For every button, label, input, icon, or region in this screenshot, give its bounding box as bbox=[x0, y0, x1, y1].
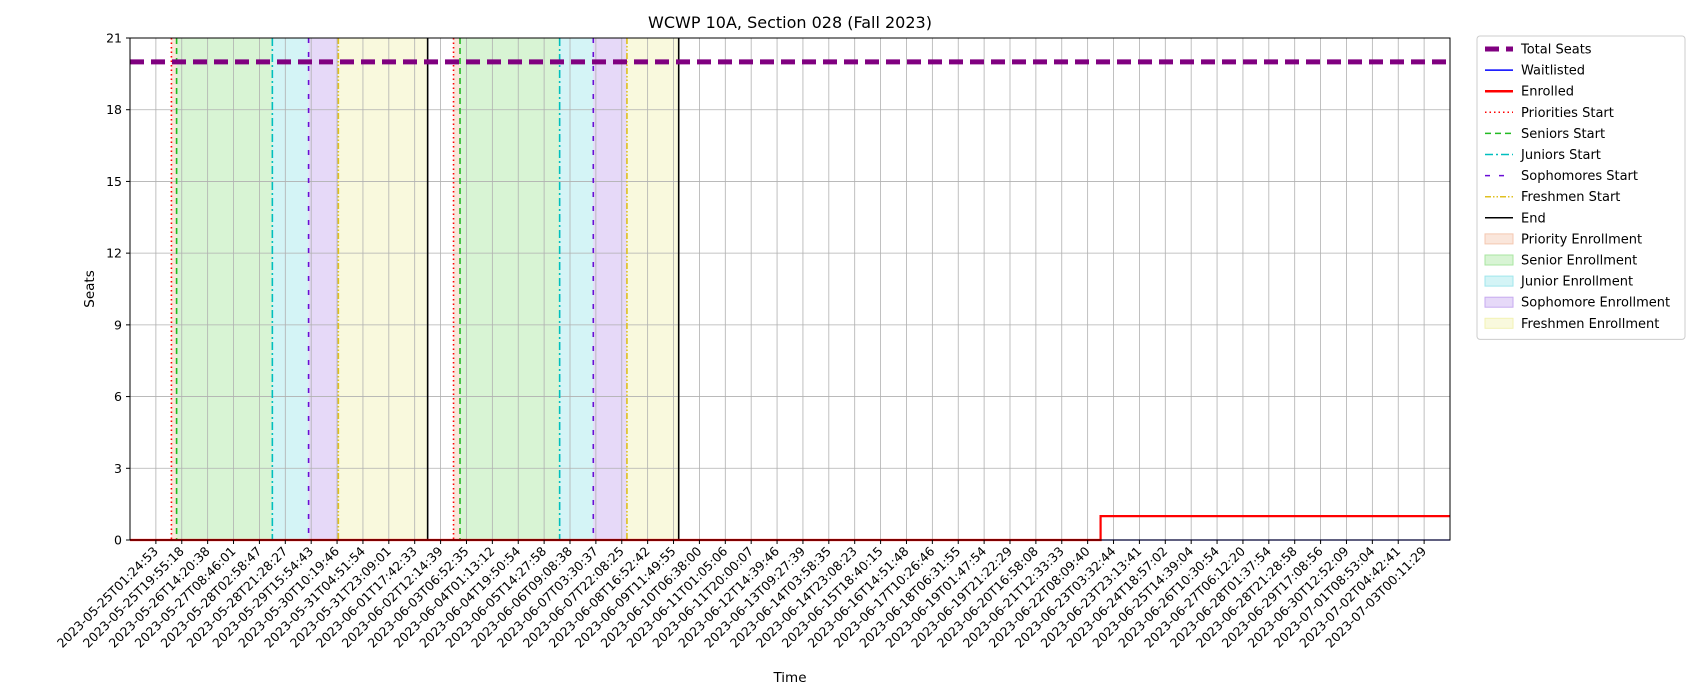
y-tick-label: 3 bbox=[114, 461, 122, 476]
legend-swatch-sophomore-enrollment bbox=[1484, 296, 1514, 308]
band-priority-enrollment-0 bbox=[171, 38, 177, 540]
legend-label-junior-enrollment: Junior Enrollment bbox=[1520, 275, 1633, 290]
y-tick-label: 21 bbox=[106, 31, 122, 46]
legend-label-enrolled: Enrolled bbox=[1521, 85, 1574, 100]
legend-label-total-seats: Total Seats bbox=[1520, 43, 1592, 58]
y-tick-label: 15 bbox=[106, 174, 122, 189]
y-tick-label: 18 bbox=[106, 102, 122, 117]
y-axis-label: Seats bbox=[82, 270, 98, 307]
band-sophomore-enrollment-1 bbox=[593, 38, 627, 540]
legend: Total Seats Waitlisted Enrolled Priorities … bbox=[1476, 35, 1686, 340]
band-senior-enrollment-0 bbox=[176, 38, 273, 540]
event-lines bbox=[170, 38, 680, 540]
chart-title: WCWP 10A, Section 028 (Fall 2023) bbox=[648, 13, 932, 32]
band-junior-enrollment-1 bbox=[559, 38, 594, 540]
legend-label-senior-enrollment: Senior Enrollment bbox=[1521, 254, 1637, 269]
y-tick-label: 9 bbox=[114, 317, 122, 332]
y-tick-label: 0 bbox=[114, 533, 122, 548]
y-tick-label: 12 bbox=[106, 246, 122, 261]
band-junior-enrollment-0 bbox=[272, 38, 309, 540]
legend-swatch-senior-enrollment bbox=[1484, 254, 1514, 266]
x-axis-label: Time bbox=[772, 670, 806, 686]
band-freshmen-enrollment-0 bbox=[338, 38, 428, 540]
band-freshmen-enrollment-1 bbox=[626, 38, 679, 540]
enrollment-bands bbox=[171, 38, 679, 540]
legend-label-priority-enrollment: Priority Enrollment bbox=[1521, 232, 1642, 247]
grid-lines bbox=[130, 37, 1450, 541]
legend-swatch-freshmen-enrollment bbox=[1484, 317, 1514, 329]
band-senior-enrollment-1 bbox=[460, 38, 560, 540]
y-tick-label: 6 bbox=[114, 389, 122, 404]
legend-label-sophomores-start: Sophomores Start bbox=[1521, 169, 1638, 184]
legend-label-juniors-start: Juniors Start bbox=[1520, 148, 1601, 163]
legend-label-freshmen-enrollment: Freshmen Enrollment bbox=[1521, 317, 1659, 332]
x-axis: 2023-05-25T01:24:532023-05-25T19:55:1820… bbox=[54, 540, 1429, 651]
y-axis: 0 3 6 9 12 15 18 21 bbox=[106, 31, 130, 548]
plot-frame bbox=[129, 37, 1451, 541]
legend-label-sophomore-enrollment: Sophomore Enrollment bbox=[1521, 296, 1670, 311]
legend-label-seniors-start: Seniors Start bbox=[1521, 127, 1605, 142]
legend-label-waitlisted: Waitlisted bbox=[1521, 64, 1585, 79]
band-sophomore-enrollment-0 bbox=[308, 38, 339, 540]
legend-label-end: End bbox=[1521, 211, 1546, 226]
legend-swatch-priority-enrollment bbox=[1484, 233, 1514, 245]
legend-label-priorities-start: Priorities Start bbox=[1521, 106, 1614, 121]
band-priority-enrollment-1 bbox=[453, 38, 460, 540]
legend-label-freshmen-start: Freshmen Start bbox=[1521, 190, 1620, 205]
legend-swatch-junior-enrollment bbox=[1484, 275, 1514, 287]
legend-box bbox=[1476, 35, 1686, 340]
